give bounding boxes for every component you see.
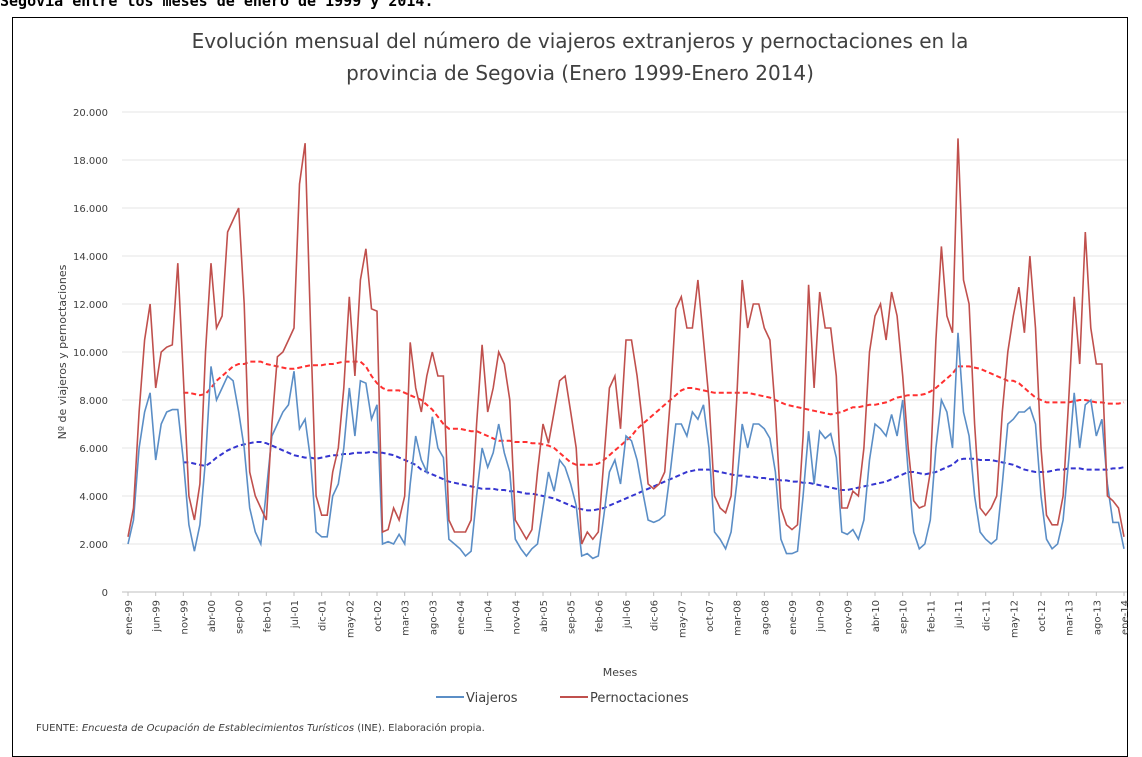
x-tick-label: abr-10 <box>871 600 882 632</box>
y-tick-label: 10.000 <box>73 348 108 359</box>
trend-line <box>183 360 1125 466</box>
y-axis-label: Nº de viajeros y pernoctaciones <box>56 264 69 439</box>
x-tick-label: ene-09 <box>788 600 799 635</box>
x-tick-label: dic-11 <box>982 600 993 631</box>
x-tick-label: feb-11 <box>926 600 937 632</box>
x-tick-label: ene-99 <box>124 600 135 635</box>
y-tick-label: 12.000 <box>73 300 108 311</box>
x-tick-label: abr-05 <box>539 600 550 632</box>
x-tick-label: ago-08 <box>760 600 771 635</box>
series-line <box>127 138 1125 545</box>
x-tick-label: oct-07 <box>705 600 716 632</box>
x-tick-label: may-07 <box>677 600 688 638</box>
x-tick-label: jun-09 <box>816 600 827 633</box>
x-tick-label: jul-11 <box>954 600 965 629</box>
y-tick-label: 6.000 <box>79 444 108 455</box>
x-tick-label: nov-09 <box>843 600 854 634</box>
x-tick-label: oct-12 <box>1037 600 1048 632</box>
y-tick-label: 14.000 <box>73 252 108 263</box>
x-axis-label: Meses <box>603 666 638 679</box>
y-tick-label: 18.000 <box>73 156 108 167</box>
x-tick-label: nov-99 <box>179 600 190 634</box>
series-line <box>127 332 1125 560</box>
x-tick-label: sep-00 <box>235 600 246 634</box>
x-tick-label: jul-01 <box>290 600 301 629</box>
x-tick-label: mar-13 <box>1065 600 1076 636</box>
x-tick-label: dic-01 <box>318 600 329 631</box>
x-tick-label: ago-13 <box>1092 600 1103 635</box>
legend-label: Viajeros <box>466 691 518 706</box>
y-tick-label: 4.000 <box>79 492 108 503</box>
y-tick-label: 16.000 <box>73 204 108 215</box>
chart-title: Evolución mensual del número de viajeros… <box>192 29 969 53</box>
y-tick-label: 2.000 <box>79 540 108 551</box>
x-tick-label: may-12 <box>1009 600 1020 638</box>
legend-label: Pernoctaciones <box>590 691 689 706</box>
x-tick-label: may-02 <box>345 600 356 638</box>
y-tick-label: 20.000 <box>73 108 108 119</box>
source-label: FUENTE: <box>36 723 79 734</box>
x-tick-label: feb-01 <box>262 600 273 632</box>
x-tick-label: ene-04 <box>456 600 467 635</box>
x-tick-label: mar-08 <box>733 600 744 636</box>
x-tick-label: jun-04 <box>484 600 495 633</box>
x-tick-label: jun-99 <box>152 600 163 633</box>
chart-title: provincia de Segovia (Enero 1999-Enero 2… <box>346 61 814 85</box>
x-tick-label: sep-10 <box>899 600 910 634</box>
x-tick-label: jul-06 <box>622 600 633 629</box>
x-tick-label: oct-02 <box>373 600 384 632</box>
x-tick-label: ago-03 <box>428 600 439 635</box>
caption: Segovia entre los meses de enero de 1999… <box>0 0 434 10</box>
y-tick-label: 0 <box>102 588 108 599</box>
x-tick-label: abr-00 <box>207 600 218 632</box>
x-tick-label: nov-04 <box>511 600 522 634</box>
x-tick-label: sep-05 <box>567 600 578 634</box>
x-tick-label: dic-06 <box>650 600 661 631</box>
source-title: Encuesta de Ocupación de Establecimiento… <box>82 722 354 734</box>
x-tick-label: mar-03 <box>401 600 412 636</box>
x-tick-label: ene-14 <box>1120 600 1131 635</box>
y-tick-label: 8.000 <box>79 396 108 407</box>
source-rest: (INE). Elaboración propia. <box>357 722 485 734</box>
x-tick-label: feb-06 <box>594 600 605 632</box>
trend-line <box>183 441 1125 512</box>
source: FUENTE: Encuesta de Ocupación de Estable… <box>36 722 485 734</box>
